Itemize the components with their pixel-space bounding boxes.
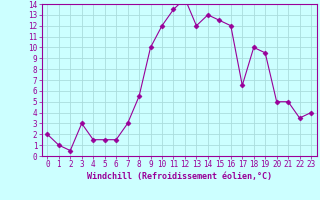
X-axis label: Windchill (Refroidissement éolien,°C): Windchill (Refroidissement éolien,°C) xyxy=(87,172,272,181)
